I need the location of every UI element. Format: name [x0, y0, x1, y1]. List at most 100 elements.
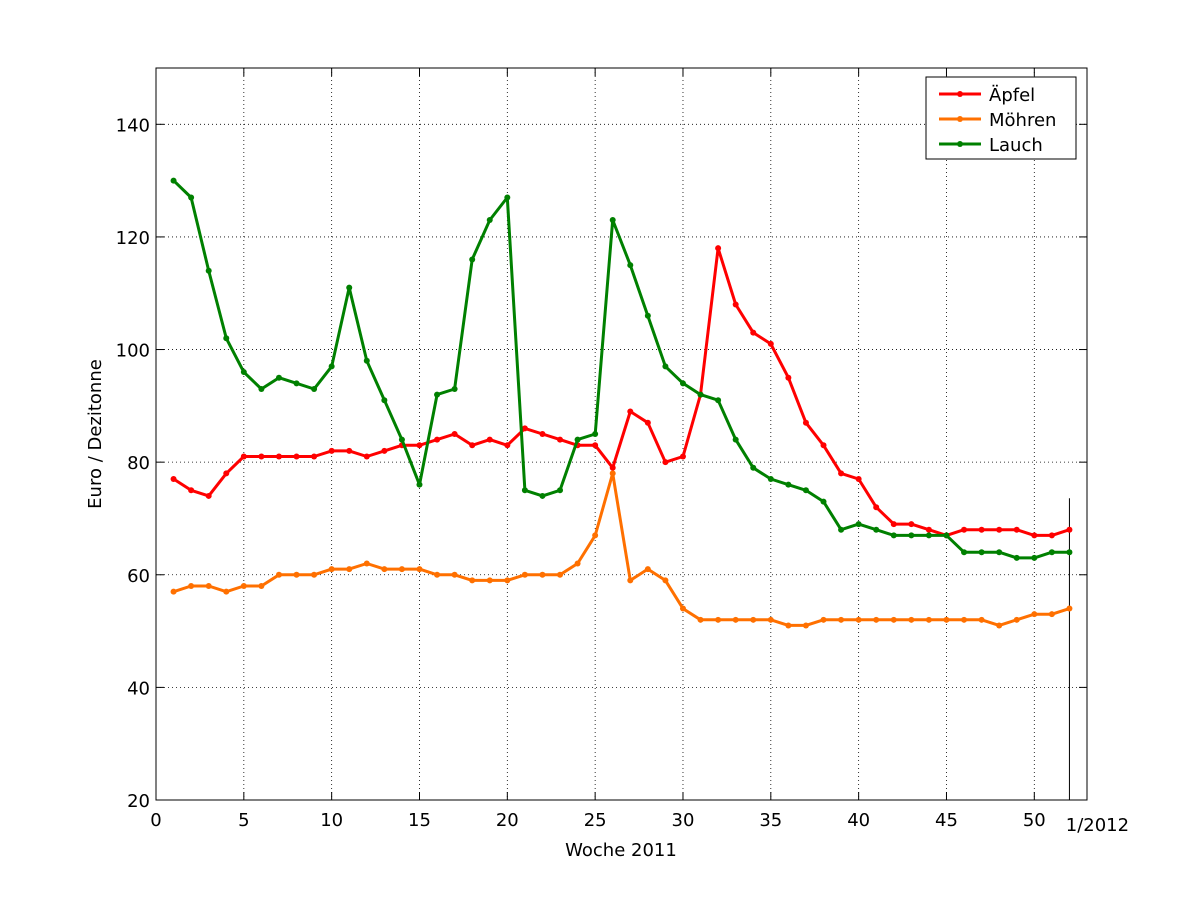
data-point-m-hren [592, 532, 599, 539]
data-point--pfel [539, 431, 546, 437]
data-point--pfel [679, 453, 686, 460]
data-point-lauch [311, 385, 318, 392]
data-point--pfel [451, 431, 458, 437]
data-point--pfel [644, 419, 651, 426]
data-point-lauch [644, 312, 651, 319]
data-point-m-hren [820, 616, 827, 623]
data-point-lauch [978, 549, 985, 556]
data-point-m-hren [996, 622, 1003, 629]
data-point--pfel [311, 453, 318, 460]
legend-marker-m-hren [957, 116, 963, 122]
data-point-lauch [785, 481, 792, 488]
data-point-m-hren [978, 616, 985, 623]
data-point-lauch [627, 262, 634, 269]
data-point-m-hren [1066, 605, 1073, 612]
data-point-lauch [873, 526, 880, 533]
data-point-lauch [557, 487, 564, 494]
data-point-lauch [697, 391, 704, 398]
data-point--pfel [346, 447, 353, 454]
data-point-m-hren [311, 571, 318, 578]
data-point-m-hren [802, 622, 809, 629]
x-tick-label: 5 [238, 810, 249, 831]
data-point-lauch [820, 498, 827, 505]
data-point--pfel [750, 329, 757, 336]
data-point--pfel [328, 447, 335, 454]
data-point-m-hren [434, 571, 441, 578]
legend: Äpfel Möhren Lauch [925, 76, 1077, 160]
data-point-lauch [258, 385, 265, 392]
data-point--pfel [205, 492, 212, 499]
x-tick-label: 15 [408, 810, 431, 831]
data-point--pfel [170, 476, 177, 483]
data-point-m-hren [275, 571, 282, 578]
legend-label-lauch: Lauch [989, 135, 1043, 156]
data-point--pfel [996, 526, 1003, 533]
data-point--pfel [381, 447, 388, 454]
data-point--pfel [908, 521, 915, 528]
data-point-m-hren [662, 577, 669, 584]
data-point-m-hren [504, 577, 511, 584]
data-point-lauch [855, 521, 862, 528]
data-point-lauch [486, 217, 493, 224]
series-line-m-hren [173, 471, 1070, 627]
data-point-m-hren [205, 583, 212, 590]
series-layer [170, 177, 1073, 629]
data-point-m-hren [961, 616, 968, 623]
y-tick-label: 140 [116, 115, 150, 136]
data-point--pfel [1031, 532, 1038, 539]
data-point-lauch [539, 492, 546, 499]
data-point-m-hren [574, 560, 581, 567]
data-point-lauch [890, 532, 897, 539]
data-point-m-hren [1013, 616, 1020, 623]
data-point-m-hren [732, 616, 739, 623]
data-point-m-hren [1048, 611, 1055, 618]
data-point--pfel [785, 374, 792, 381]
data-point-lauch [943, 532, 950, 539]
data-point-m-hren [750, 616, 757, 623]
x-tick-label-year: 1/2012 [1066, 815, 1129, 836]
y-axis-label: Euro / Dezitonne [85, 359, 106, 509]
data-point-lauch [398, 436, 405, 443]
data-point-m-hren [539, 571, 546, 578]
data-point--pfel [890, 521, 897, 528]
axis-ticks [155, 68, 1087, 801]
data-point--pfel [416, 442, 423, 449]
data-point--pfel [1048, 532, 1055, 539]
data-point-m-hren [908, 616, 915, 623]
data-point--pfel [275, 453, 282, 460]
data-point--pfel [873, 504, 880, 511]
data-point-lauch [451, 385, 458, 392]
data-point-m-hren [521, 571, 528, 578]
data-point-m-hren [627, 577, 634, 584]
data-point-m-hren [293, 571, 300, 578]
data-point--pfel [925, 526, 932, 533]
data-point-m-hren [767, 616, 774, 623]
data-point-m-hren [1031, 611, 1038, 618]
data-point--pfel [1066, 526, 1073, 533]
data-point-m-hren [557, 571, 564, 578]
data-point-lauch [1066, 549, 1073, 556]
data-point--pfel [978, 526, 985, 533]
data-point-lauch [363, 357, 370, 364]
data-point-lauch [802, 487, 809, 494]
y-tick-label: 60 [127, 566, 150, 587]
data-point-lauch [1031, 554, 1038, 561]
data-point--pfel [486, 436, 493, 443]
data-point-lauch [908, 532, 915, 539]
y-tick-label: 120 [116, 228, 150, 249]
data-point--pfel [223, 470, 230, 477]
series-line--pfel [172, 246, 1070, 537]
y-tick-label: 40 [127, 678, 150, 699]
data-point--pfel [188, 487, 195, 494]
legend-label-m-hren: Möhren [989, 110, 1056, 131]
data-point-m-hren [416, 566, 423, 573]
data-point--pfel [609, 464, 616, 471]
x-tick-label: 25 [584, 810, 607, 831]
data-point--pfel [855, 476, 862, 483]
y-tick-label: 20 [127, 791, 150, 812]
data-point--pfel [469, 442, 476, 449]
data-point-lauch [416, 481, 423, 488]
x-tick-label: 10 [320, 810, 343, 831]
data-point-m-hren [715, 616, 722, 623]
